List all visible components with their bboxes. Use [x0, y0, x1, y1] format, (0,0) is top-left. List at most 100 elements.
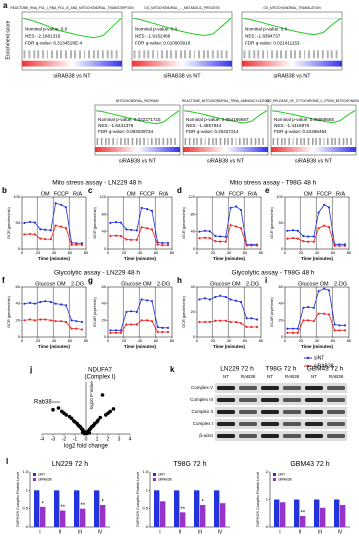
panel-letter: a [3, 1, 8, 10]
gsea-title: REACTOME_RNA_POL_I_RNA_POL_III_AND_MITOC… [10, 6, 134, 10]
data-point [135, 310, 138, 314]
bar [340, 505, 346, 527]
data-point [302, 240, 305, 243]
x-tick-label: 60 [243, 338, 248, 343]
data-point [338, 329, 341, 332]
data-point [343, 244, 347, 247]
data-point [23, 233, 26, 236]
data-point [198, 298, 201, 301]
y-tick-label: 20 [102, 317, 107, 322]
x-tick-label: III [318, 529, 322, 535]
blot-bg [215, 419, 347, 429]
data-point [100, 393, 105, 397]
y-tick-label: 40 [102, 301, 107, 306]
phase-label: OM [232, 281, 241, 287]
data-point [44, 228, 47, 231]
data-point [307, 319, 310, 322]
data-point [130, 310, 133, 313]
x-tick-label: 40 [138, 338, 143, 343]
data-point [39, 318, 42, 321]
data-point [75, 243, 78, 246]
bar [194, 490, 200, 527]
phase-label: FCCP [54, 191, 69, 197]
data-point [83, 431, 88, 435]
data-point [296, 229, 299, 232]
data-point [203, 236, 207, 239]
x-axis-label: Time (minutes) [38, 344, 70, 349]
significance: * [102, 500, 105, 506]
row-label: Complex V [191, 385, 213, 390]
gsea-stat: NES: -1.9152489 [135, 34, 171, 39]
rank-strip [183, 147, 268, 152]
data-point [114, 329, 118, 332]
gsea-frame [270, 104, 357, 156]
panel-letter: f [2, 276, 5, 285]
data-point [49, 229, 52, 232]
data-point [255, 244, 259, 247]
data-point [146, 299, 149, 302]
x-tick-label: 80 [84, 250, 89, 255]
data-point [75, 327, 78, 330]
data-point [219, 294, 222, 297]
band [239, 434, 257, 438]
data-point [229, 224, 232, 227]
y-axis-label: OXPHOS Complex Protein Level [16, 472, 20, 528]
data-point [214, 319, 217, 322]
data-point [343, 243, 347, 246]
band [283, 386, 301, 390]
band [217, 422, 235, 426]
data-point [54, 202, 57, 205]
x-tick-label: 40 [227, 338, 232, 343]
y-axis-label: OCR (pmoles/min) [182, 296, 186, 328]
phase-label: R/A [248, 191, 258, 197]
phase-label: 2-DG [246, 281, 259, 287]
legend-label: siRAB38 [278, 477, 292, 481]
x-axis-label: Time (minutes) [301, 256, 333, 261]
y-axis-label: OXPHOS Complex Protein Level [256, 472, 260, 528]
phase-label: OM [216, 191, 225, 197]
data-point [140, 226, 143, 229]
data-point [229, 320, 232, 324]
data-point [255, 318, 259, 321]
data-point [80, 320, 84, 324]
x-tick-label: 60 [154, 250, 159, 255]
data-point [49, 238, 52, 241]
data-point [130, 323, 133, 326]
enrichment-curve [22, 17, 122, 39]
data-point [250, 325, 253, 329]
band [217, 398, 235, 402]
x-tick-label: 60 [154, 338, 159, 343]
data-point [98, 415, 103, 420]
bar [40, 506, 46, 527]
bar [74, 490, 80, 527]
data-point [327, 289, 331, 292]
data-point [338, 324, 341, 327]
phase-label: OM [304, 191, 313, 197]
blot-group: T98G 72 h [266, 366, 297, 373]
x-tick-label: IV [338, 529, 343, 535]
x-tick-label: 40 [227, 250, 232, 255]
phase-label: R/A [73, 191, 83, 197]
x-axis-label: siRAB38 vs NT [207, 158, 245, 164]
y-tick-label: 1.5 [142, 469, 148, 474]
phase-label: OM [143, 281, 152, 287]
data-point [140, 206, 143, 209]
y-tick-label: 1 [146, 487, 149, 492]
data-point [140, 319, 143, 322]
significance: ** [80, 503, 85, 509]
blot-bg [215, 395, 347, 405]
bar [274, 499, 280, 527]
bar [200, 505, 206, 527]
data-point [224, 235, 227, 238]
band [327, 386, 345, 390]
y-tick-label: 60 [102, 284, 107, 289]
legend-label: siRAB38 [158, 477, 172, 481]
x-tick-label: 60 [68, 250, 73, 255]
data-point [119, 329, 122, 332]
y-tick-label: 40 [191, 229, 196, 234]
data-point [343, 324, 347, 327]
bar [54, 490, 60, 527]
data-point [109, 331, 112, 334]
panel-letter: g [88, 276, 93, 285]
x-tick-label: 20 [122, 338, 127, 343]
